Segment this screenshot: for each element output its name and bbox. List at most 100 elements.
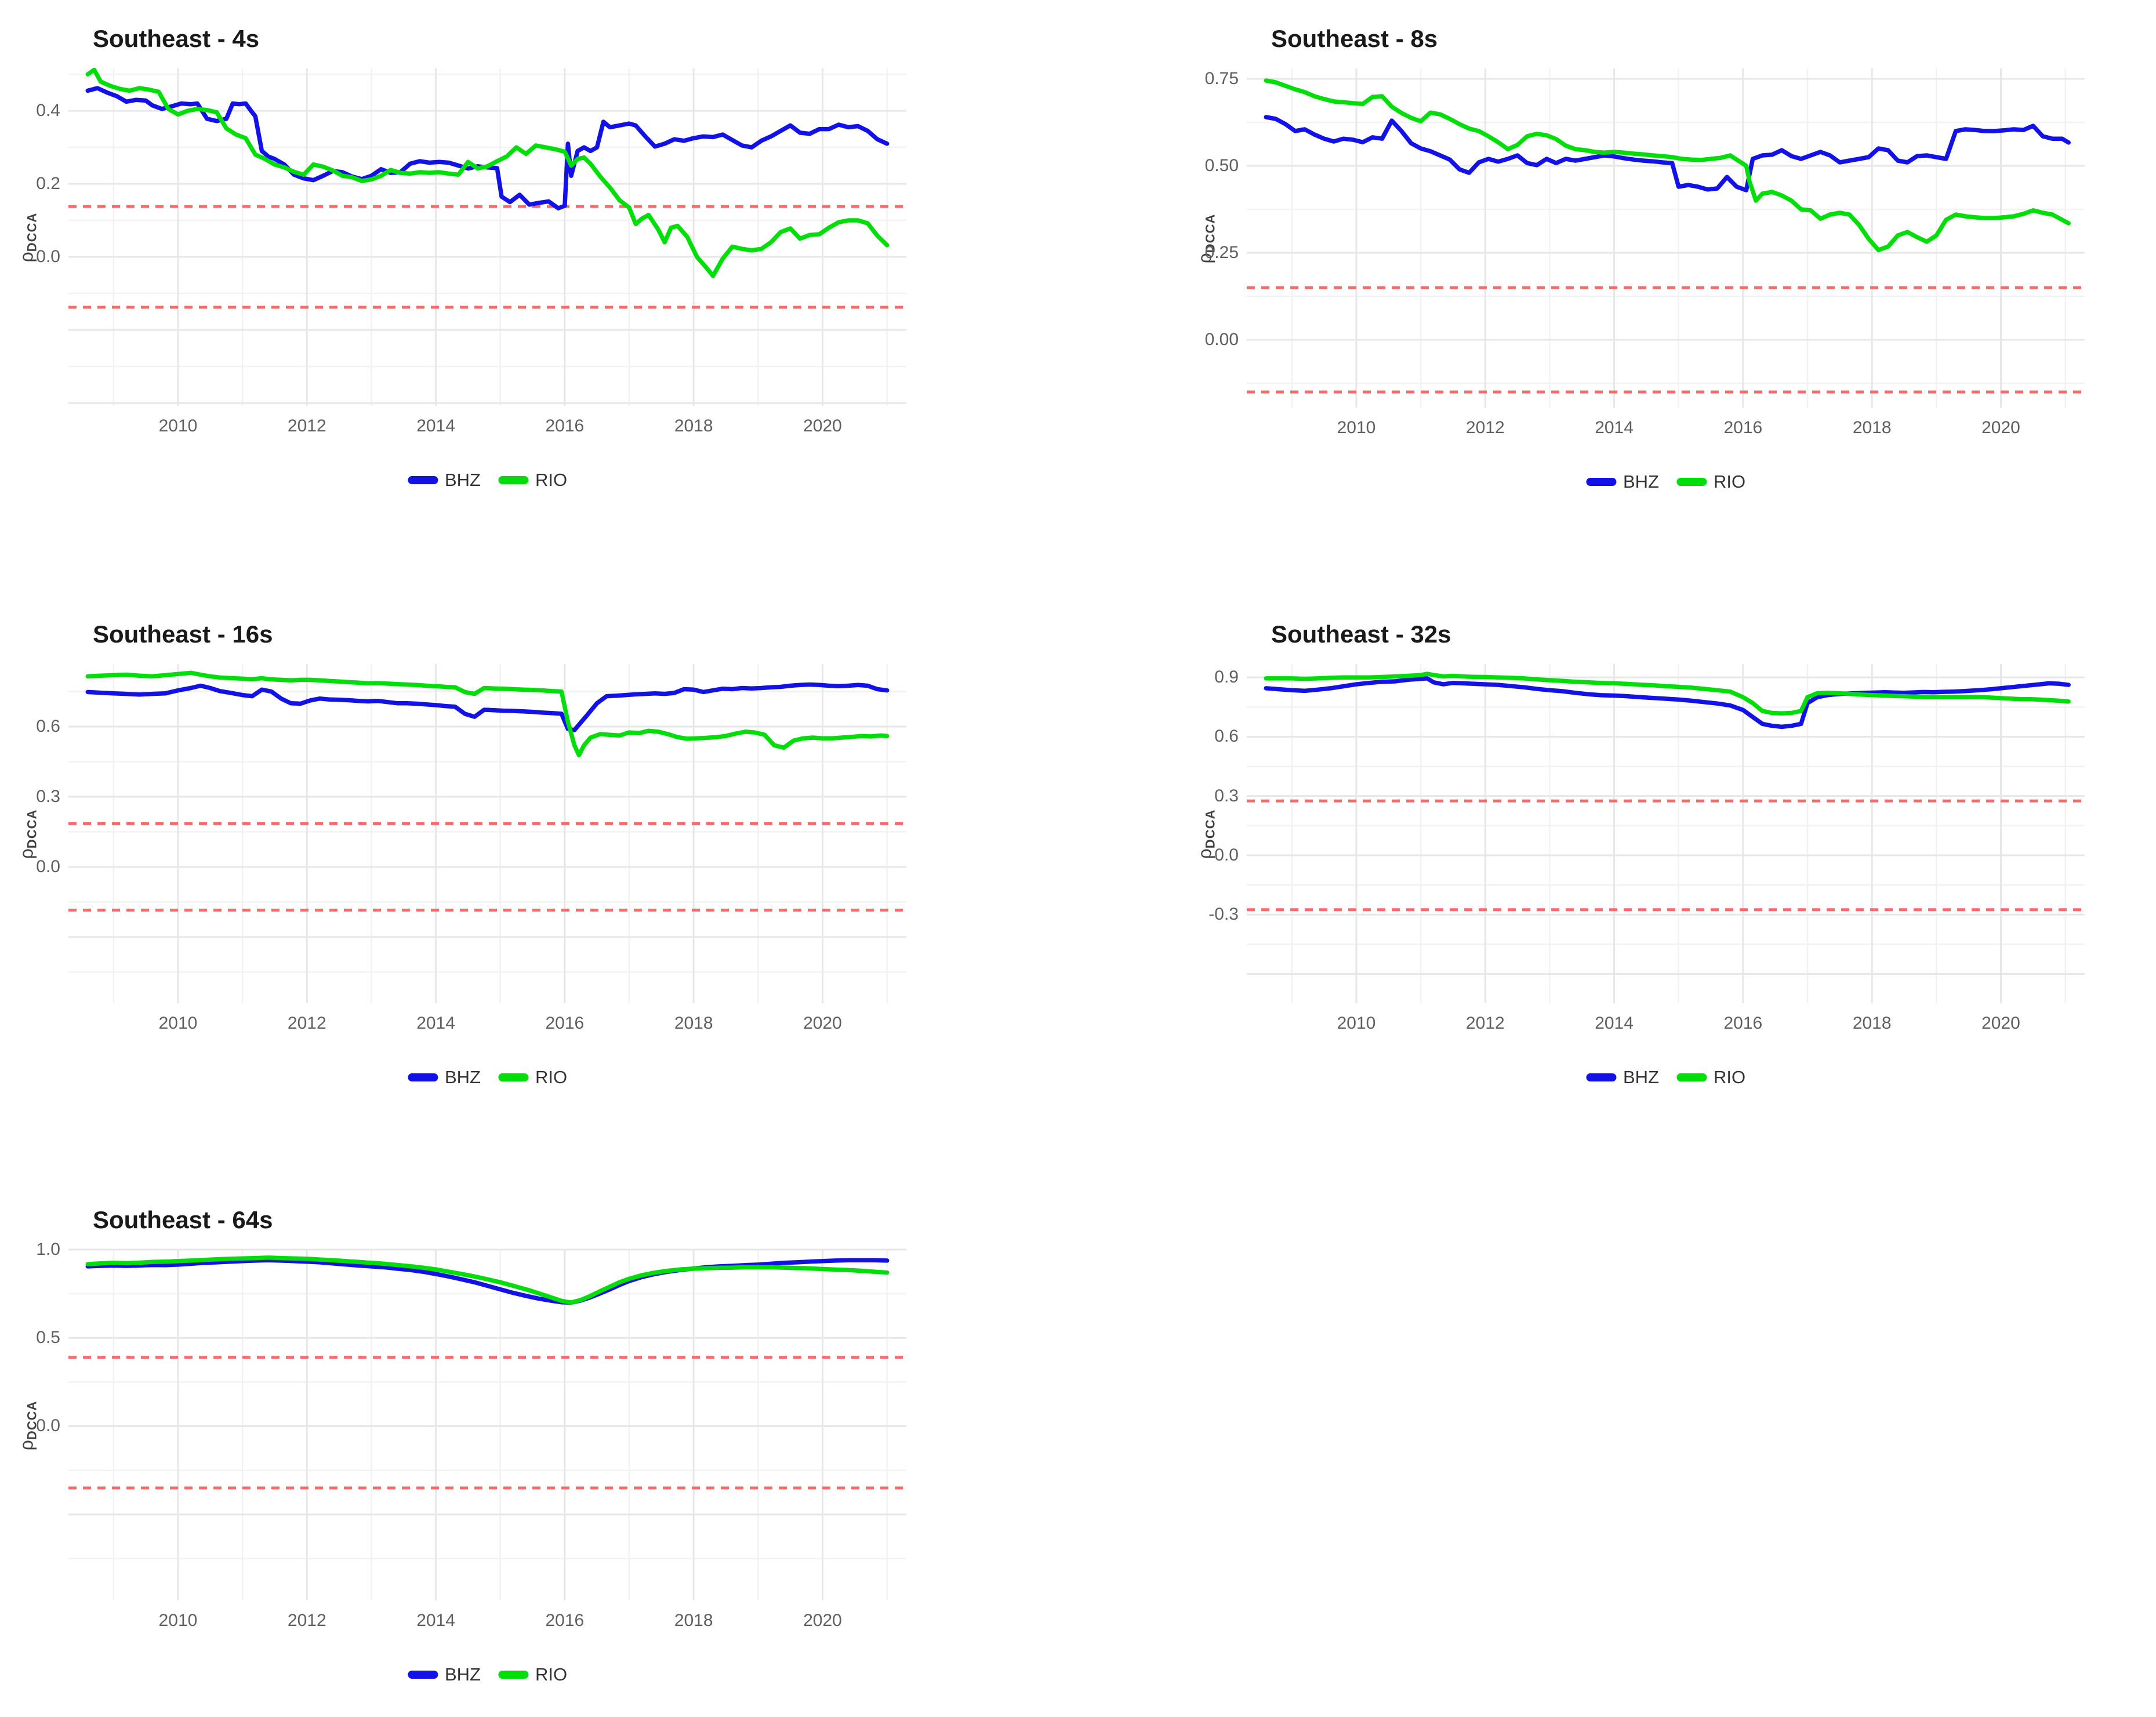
y-tick-label: 0.75 xyxy=(1204,69,1239,88)
legend-entry-rio: RIO xyxy=(498,1664,567,1685)
y-tick-label: 0.3 xyxy=(1214,786,1239,805)
x-tick-label: 2018 xyxy=(674,416,713,435)
y-axis-title-rho: ρ xyxy=(16,848,37,859)
legend-entry-rio: RIO xyxy=(498,470,567,491)
legend-label: RIO xyxy=(1713,1067,1746,1087)
legend-swatch-bhz xyxy=(1585,478,1616,486)
legend-swatch-rio xyxy=(498,1671,528,1679)
legend-entry-rio: RIO xyxy=(498,1067,567,1088)
y-axis-title-rho: ρ xyxy=(16,252,37,263)
series-line-rio xyxy=(85,67,890,278)
y-tick-label: 0.0 xyxy=(36,247,60,266)
y-tick-label: 0.0 xyxy=(36,856,60,876)
legend: BHZ RIO xyxy=(1585,1067,1745,1088)
y-axis-title-rho: ρ xyxy=(16,1439,37,1450)
y-tick-label: 0.6 xyxy=(1214,727,1239,746)
plot-area xyxy=(68,1248,906,1600)
x-tick-label: 2012 xyxy=(287,1611,326,1630)
series-line-rio xyxy=(85,1255,890,1305)
y-axis-title-subscript: DCCA xyxy=(24,809,39,848)
y-tick-label: 0.9 xyxy=(1214,667,1239,687)
series-line-rio xyxy=(85,670,890,757)
legend-entry-bhz: BHZ xyxy=(1585,1067,1659,1088)
x-tick-label: 2016 xyxy=(1723,418,1763,437)
x-tick-label: 2018 xyxy=(1852,1014,1892,1033)
legend-label: RIO xyxy=(535,1067,568,1087)
x-tick-label: 2020 xyxy=(1981,418,2020,437)
legend-swatch-rio xyxy=(1676,1073,1707,1081)
legend-entry-bhz: BHZ xyxy=(1585,471,1659,492)
chart-title: Southeast - 32s xyxy=(1271,620,1451,648)
y-axis-title: ρDCCA xyxy=(1195,204,1218,273)
series-line-bhz xyxy=(85,682,890,732)
x-tick-label: 2020 xyxy=(1981,1014,2020,1033)
x-tick-label: 2020 xyxy=(803,1014,842,1033)
legend: BHZ RIO xyxy=(1585,471,1745,492)
y-axis-title-subscript: DCCA xyxy=(24,212,39,252)
x-tick-label: 2018 xyxy=(1852,418,1892,437)
y-tick-label: -0.3 xyxy=(1208,905,1239,924)
legend-swatch-rio xyxy=(498,1073,528,1081)
legend: BHZ RIO xyxy=(407,1067,567,1088)
series-line-bhz xyxy=(1264,676,2071,729)
x-tick-label: 2014 xyxy=(1595,1014,1634,1033)
y-tick-label: 0.25 xyxy=(1204,243,1239,262)
x-tick-label: 2010 xyxy=(158,1611,198,1630)
x-tick-label: 2016 xyxy=(545,1014,585,1033)
y-tick-label: 0.00 xyxy=(1204,330,1239,349)
x-tick-label: 2016 xyxy=(1723,1014,1763,1033)
y-tick-label: 0.4 xyxy=(36,101,60,121)
x-tick-label: 2014 xyxy=(416,416,455,435)
legend-label: RIO xyxy=(535,1664,568,1685)
plot-area xyxy=(68,67,906,406)
series-line-rio xyxy=(1264,671,2071,716)
y-tick-label: 0.50 xyxy=(1204,156,1239,175)
y-axis-title-subscript: DCCA xyxy=(1203,809,1218,848)
series-line-bhz xyxy=(85,86,890,210)
y-tick-label: 0.3 xyxy=(36,787,60,806)
legend-label: BHZ xyxy=(444,1664,481,1685)
x-tick-label: 2014 xyxy=(416,1611,455,1630)
x-tick-label: 2014 xyxy=(416,1014,455,1033)
legend: BHZ RIO xyxy=(407,1664,567,1685)
x-tick-label: 2016 xyxy=(545,416,585,435)
legend-entry-bhz: BHZ xyxy=(407,1067,481,1088)
y-tick-label: 1.0 xyxy=(36,1240,60,1259)
chart-title: Southeast - 16s xyxy=(93,620,273,648)
x-tick-label: 2010 xyxy=(158,1014,198,1033)
x-tick-label: 2016 xyxy=(545,1611,585,1630)
x-tick-label: 2012 xyxy=(1465,1014,1505,1033)
x-tick-label: 2010 xyxy=(158,416,198,435)
legend-label: BHZ xyxy=(444,470,481,490)
legend-entry-rio: RIO xyxy=(1676,471,1745,492)
plot-area xyxy=(1247,664,2085,1003)
x-tick-label: 2012 xyxy=(287,416,326,435)
legend-entry-bhz: BHZ xyxy=(407,470,481,491)
legend-swatch-rio xyxy=(1676,478,1707,486)
y-axis-title-rho: ρ xyxy=(1194,848,1215,859)
legend-swatch-rio xyxy=(498,476,528,484)
series-line-bhz xyxy=(1264,115,2071,193)
chart-title: Southeast - 64s xyxy=(93,1206,273,1233)
legend-entry-rio: RIO xyxy=(1676,1067,1745,1088)
x-tick-label: 2018 xyxy=(674,1014,713,1033)
y-tick-label: 0.2 xyxy=(36,174,60,194)
y-tick-label: 0.5 xyxy=(36,1328,60,1348)
plot-area xyxy=(68,664,906,1003)
series-line-bhz xyxy=(85,1258,890,1305)
chart-title: Southeast - 4s xyxy=(93,25,260,52)
legend-swatch-bhz xyxy=(407,476,438,484)
x-tick-label: 2020 xyxy=(803,1611,842,1630)
x-tick-label: 2012 xyxy=(1465,418,1505,437)
y-tick-label: 0.6 xyxy=(36,717,60,736)
legend-label: RIO xyxy=(535,470,568,490)
legend-swatch-bhz xyxy=(407,1671,438,1679)
legend: BHZ RIO xyxy=(407,470,567,491)
legend-swatch-bhz xyxy=(407,1073,438,1081)
legend-label: BHZ xyxy=(444,1067,481,1087)
chart-title: Southeast - 8s xyxy=(1271,25,1438,52)
legend-label: BHZ xyxy=(1623,1067,1659,1087)
legend-label: BHZ xyxy=(1623,471,1659,492)
series-line-rio xyxy=(1264,78,2071,252)
